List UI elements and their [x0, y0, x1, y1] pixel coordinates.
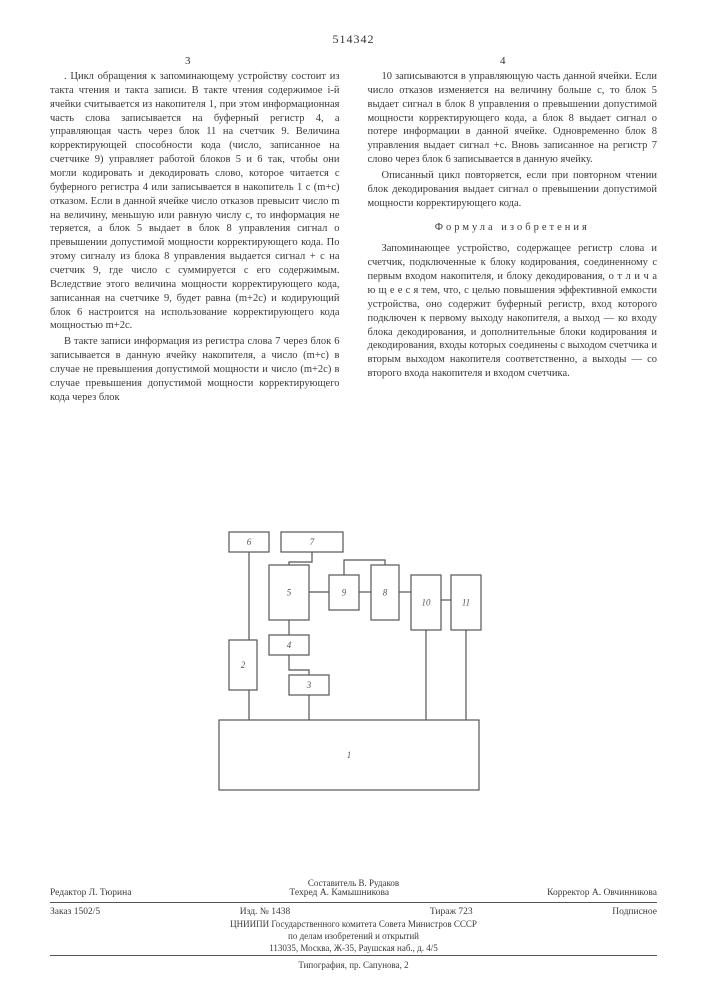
svg-text:3: 3: [305, 680, 311, 690]
footer-corrector: Корректор А. Овчинникова: [547, 888, 657, 898]
paragraph: В такте записи информация из регистра сл…: [50, 335, 340, 404]
column-marker-right: 4: [500, 55, 506, 67]
paragraph: Запоминающее устройство, содержащее реги…: [368, 242, 658, 381]
footer-info: Заказ 1502/5 Изд. № 1438 Тираж 723 Подпи…: [50, 907, 657, 917]
svg-text:8: 8: [382, 588, 387, 598]
block-diagram: 1 2 3 4 5 6 7 8 9 10 11: [199, 520, 509, 800]
footer-order: Заказ 1502/5: [50, 907, 100, 917]
footer-sign: Подписное: [612, 907, 657, 917]
footer-roles: Редактор Л. Тюрина Техред А. Камышникова…: [50, 888, 657, 898]
svg-text:6: 6: [246, 537, 251, 547]
footer-typography: Типография, пр. Сапунова, 2: [50, 960, 657, 970]
footer-address: 113035, Москва, Ж-35, Раушская наб., д. …: [50, 943, 657, 953]
svg-text:4: 4: [286, 640, 291, 650]
footer-izd: Изд. № 1438: [240, 907, 290, 917]
footer-tirazh: Тираж 723: [430, 907, 473, 917]
footer-editor: Редактор Л. Тюрина: [50, 888, 131, 898]
footer-divider: [50, 955, 657, 956]
document-number: 514342: [333, 32, 375, 47]
formula-title: Формула изобретения: [368, 221, 658, 235]
column-marker-left: 3: [185, 55, 191, 67]
footer-techred: Техред А. Камышникова: [289, 888, 389, 898]
diagram-svg: 1 2 3 4 5 6 7 8 9 10 11: [199, 520, 509, 800]
svg-text:5: 5: [286, 588, 291, 598]
svg-text:7: 7: [309, 537, 314, 547]
footer: Составитель В. Рудаков Редактор Л. Тюрин…: [50, 878, 657, 970]
footer-org1: ЦНИИПИ Государственного комитета Совета …: [50, 919, 657, 929]
svg-text:11: 11: [461, 598, 469, 608]
svg-text:2: 2: [240, 660, 245, 670]
paragraph: 10 записываются в управляющую часть данн…: [368, 70, 658, 167]
svg-text:10: 10: [421, 598, 431, 608]
column-right: 10 записываются в управляющую часть данн…: [368, 70, 658, 407]
footer-org2: по делам изобретений и открытий: [50, 931, 657, 941]
svg-text:1: 1: [346, 750, 351, 760]
paragraph: Описанный цикл повторяется, если при пов…: [368, 169, 658, 211]
text-columns: . Цикл обращения к запоминающему устройс…: [50, 70, 657, 407]
column-left: . Цикл обращения к запоминающему устройс…: [50, 70, 340, 407]
footer-divider: [50, 902, 657, 903]
svg-text:9: 9: [341, 588, 346, 598]
paragraph: . Цикл обращения к запоминающему устройс…: [50, 70, 340, 333]
footer-compiler: Составитель В. Рудаков: [50, 878, 657, 888]
